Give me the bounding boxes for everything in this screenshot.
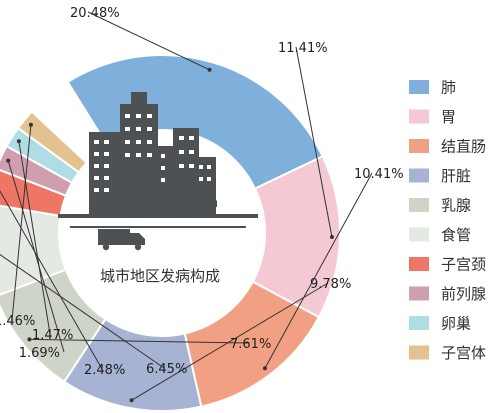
- leader-line-前列腺: [7, 160, 65, 353]
- leader-line-子宫颈: [0, 190, 103, 370]
- leader-dot-肺: [207, 67, 212, 72]
- legend-swatch-子宫体: [409, 345, 429, 360]
- legend-label-结直肠: 结直肠: [441, 138, 486, 156]
- legend-label-肝脏: 肝脏: [441, 167, 471, 185]
- legend-swatch-乳腺: [409, 198, 429, 212]
- slice-乳腺: [0, 268, 107, 384]
- slice-肺: [66, 54, 324, 190]
- legend-label-食管: 食管: [441, 226, 471, 244]
- leader-dot-乳腺: [27, 337, 32, 342]
- city-skyline-illustration: [58, 92, 258, 251]
- value-label-乳腺: 7.61%: [230, 337, 271, 352]
- value-label-子宫颈: 2.48%: [84, 363, 125, 378]
- legend-swatch-结直肠: [409, 139, 429, 153]
- leader-line-结直肠: [264, 172, 373, 369]
- value-label-子宫体: 1.46%: [0, 314, 35, 329]
- legend-swatch-胃: [409, 109, 429, 124]
- legend-swatch-肝脏: [409, 168, 429, 183]
- legend-swatch-卵巢: [409, 316, 429, 330]
- legend-label-胃: 胃: [441, 108, 456, 126]
- leader-line-乳腺: [29, 338, 249, 344]
- value-label-前列腺: 1.69%: [19, 346, 60, 361]
- legend-swatch-肺: [409, 80, 429, 94]
- slice-leader-lines: [0, 11, 373, 403]
- slice-value-labels: 20.48% 11.41% 10.41% 9.78% 7.61% 6.45% 2.48% 1.…: [0, 6, 404, 378]
- leader-line-食管: [0, 254, 165, 369]
- legend-swatch-前列腺: [409, 286, 429, 301]
- donut-slices: [0, 54, 341, 412]
- legend-label-子宫颈: 子宫颈: [441, 256, 486, 274]
- value-label-卵巢: 1.47%: [32, 328, 73, 343]
- legend-label-乳腺: 乳腺: [441, 197, 471, 215]
- leader-dot-子宫体: [28, 122, 33, 127]
- leader-line-胃: [295, 46, 333, 238]
- legend-swatch-食管: [409, 227, 429, 242]
- value-label-食管: 6.45%: [146, 362, 187, 377]
- leader-line-肺: [87, 11, 210, 71]
- leader-dot-前列腺: [6, 158, 11, 163]
- value-label-结直肠: 10.41%: [354, 167, 404, 182]
- center-label: 城市地区发病构成: [100, 267, 220, 285]
- legend-label-子宫体: 子宫体: [441, 344, 486, 362]
- leader-dot-结直肠: [262, 366, 267, 371]
- slice-子宫体: [16, 110, 89, 174]
- value-label-胃: 11.41%: [278, 41, 328, 56]
- value-label-肺: 20.48%: [70, 6, 120, 21]
- leader-dot-卵巢: [16, 139, 21, 144]
- leader-line-肝脏: [131, 282, 329, 401]
- value-label-肝脏: 9.78%: [310, 277, 351, 292]
- leader-dot-肝脏: [129, 398, 134, 403]
- leader-line-子宫体: [11, 124, 32, 321]
- leader-dot-胃: [329, 234, 334, 239]
- legend-label-卵巢: 卵巢: [441, 315, 471, 333]
- legend-label-前列腺: 前列腺: [441, 285, 486, 303]
- leader-line-卵巢: [18, 141, 51, 335]
- legend-swatch-子宫颈: [409, 257, 429, 271]
- legend-label-肺: 肺: [441, 79, 456, 97]
